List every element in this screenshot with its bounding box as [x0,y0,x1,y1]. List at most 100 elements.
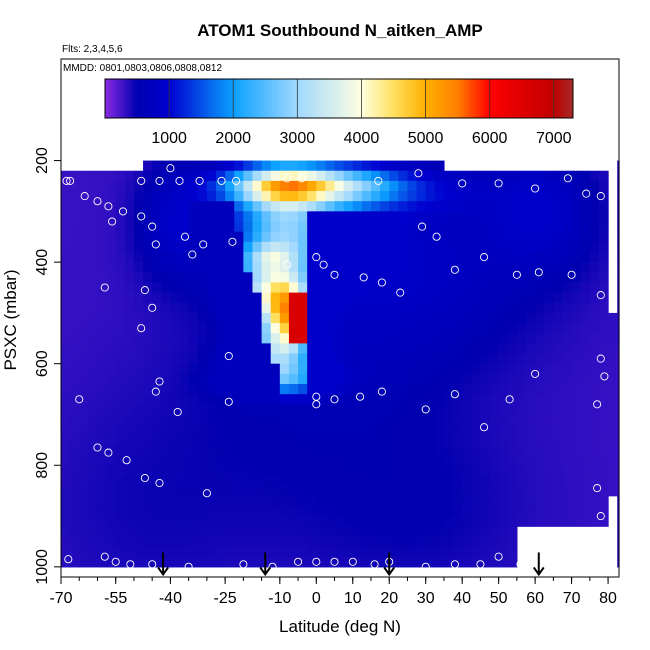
heat-cell [79,333,89,344]
heat-cell [471,556,482,568]
heat-cell [79,323,89,334]
heat-cell [216,251,226,263]
heat-cell [608,434,618,446]
heat-cell [516,465,527,477]
heat-cell [389,424,399,436]
heat-cell [571,516,582,527]
heat-cell [453,201,463,212]
heat-cell [97,262,108,273]
heat-cell [598,424,609,436]
heat-cell [398,231,409,243]
heat-cell [206,343,217,355]
heat-cell [234,170,244,182]
heat-cell [434,475,445,487]
heat-cell [343,475,354,487]
heat-cell [97,373,108,385]
heat-cell [589,455,600,466]
heat-cell [453,475,463,487]
heat-cell [279,465,290,477]
heat-cell [161,312,172,324]
heat-cell [498,516,509,527]
heat-cell [133,434,144,446]
heat-cell [252,251,263,263]
heat-cell [371,201,381,212]
heat-cell [562,312,573,324]
heat-cell [580,231,591,243]
heat-cell [88,272,99,284]
heat-cell [425,302,436,314]
colorbar-segment [515,79,520,118]
heat-cell [307,282,317,294]
heat-cell [79,526,89,537]
heat-cell [243,404,254,416]
heat-cell [106,272,117,284]
heat-cell [79,485,89,497]
heat-cell [562,241,573,253]
heat-cell [571,343,582,355]
heat-cell [325,333,336,344]
heat-cell [79,251,89,263]
heat-cell [398,556,409,568]
heat-cell [61,302,71,314]
heat-cell [115,333,126,344]
heat-cell [298,211,308,223]
heat-cell [61,343,71,355]
heat-cell [188,394,199,405]
heat-cell [152,465,162,477]
heat-cell [544,373,554,385]
heat-cell [407,251,418,263]
heat-cell [380,201,390,212]
heat-cell [453,505,463,517]
heat-cell [544,424,554,436]
heat-cell [389,170,399,182]
heat-cell [298,363,308,375]
heat-cell [361,272,372,284]
heat-cell [288,353,299,365]
heat-cell [443,180,454,192]
heat-cell [398,211,409,223]
heat-cell [526,191,536,202]
heat-cell [617,221,620,233]
heat-cell [489,282,500,294]
heat-cell [97,536,108,548]
heat-cell [407,465,418,477]
heat-cell [270,444,281,456]
heat-cell [252,312,263,324]
heat-cell [589,475,600,487]
heat-cell [334,526,345,537]
heat-cell [152,363,162,375]
heat-cell [380,231,390,243]
heat-cell [88,323,99,334]
heat-cell [571,241,582,253]
heat-cell [70,373,80,385]
heat-cell [425,556,436,568]
heat-cell [516,262,527,273]
heat-cell [617,516,620,527]
heat-cell [416,485,427,497]
heat-cell [88,536,99,548]
heat-cell [516,475,527,487]
heat-cell [580,465,591,477]
heat-cell [152,455,162,466]
heat-cell [416,191,427,202]
sample-point [534,268,543,277]
heat-cell [507,211,518,223]
heat-cell [598,323,609,334]
heat-cell [498,363,509,375]
y-tick-label: 1000 [34,549,51,585]
heat-cell [88,191,99,202]
heat-cell [216,221,226,233]
heat-cell [416,211,427,223]
heat-cell [462,251,472,263]
heat-cell [133,353,144,365]
heat-cell [188,180,199,192]
heat-cell [571,465,582,477]
heat-cell [398,526,409,537]
heat-cell [143,211,153,223]
heat-cell [453,455,463,466]
heat-cell [61,546,71,558]
heat-cell [179,455,190,466]
heat-cell [79,455,89,466]
heat-cell [334,241,345,253]
heat-cell [489,231,500,243]
